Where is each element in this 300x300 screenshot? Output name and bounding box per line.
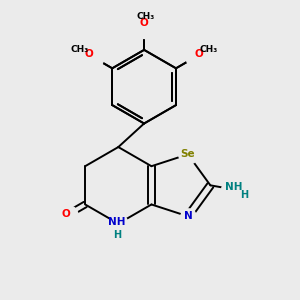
Text: CH₃: CH₃ [200,45,218,54]
Text: Se: Se [181,149,195,159]
Text: CH₃: CH₃ [136,11,155,20]
Text: N: N [184,211,192,221]
Text: O: O [61,209,70,219]
Text: CH₃: CH₃ [70,45,88,54]
Text: O: O [85,49,94,59]
Text: H: H [113,230,121,240]
Text: O: O [140,18,148,28]
Text: O: O [195,49,203,59]
Text: NH: NH [225,182,242,192]
Text: H: H [240,190,248,200]
Text: NH: NH [108,217,126,227]
